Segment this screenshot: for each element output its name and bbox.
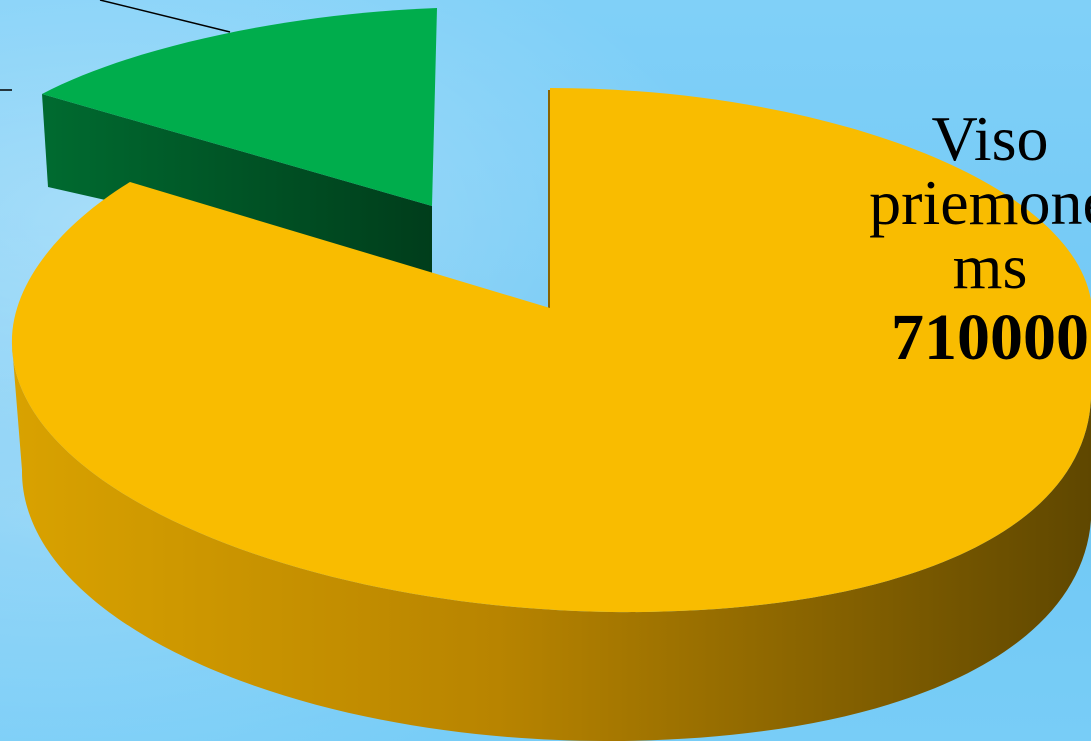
pie-slice-green — [42, 8, 437, 206]
slice-label-name: Viso priemonė ms — [869, 103, 1091, 302]
pie-slice-gold-side — [12, 345, 1091, 741]
slice-label-value: 710000 — [891, 301, 1089, 374]
slice-data-label: Viso priemonė ms 710000 — [840, 105, 1091, 371]
pie-slice-green-side — [42, 94, 432, 274]
pie-slice-gold — [11, 88, 1091, 613]
leader-line — [99, 0, 231, 33]
